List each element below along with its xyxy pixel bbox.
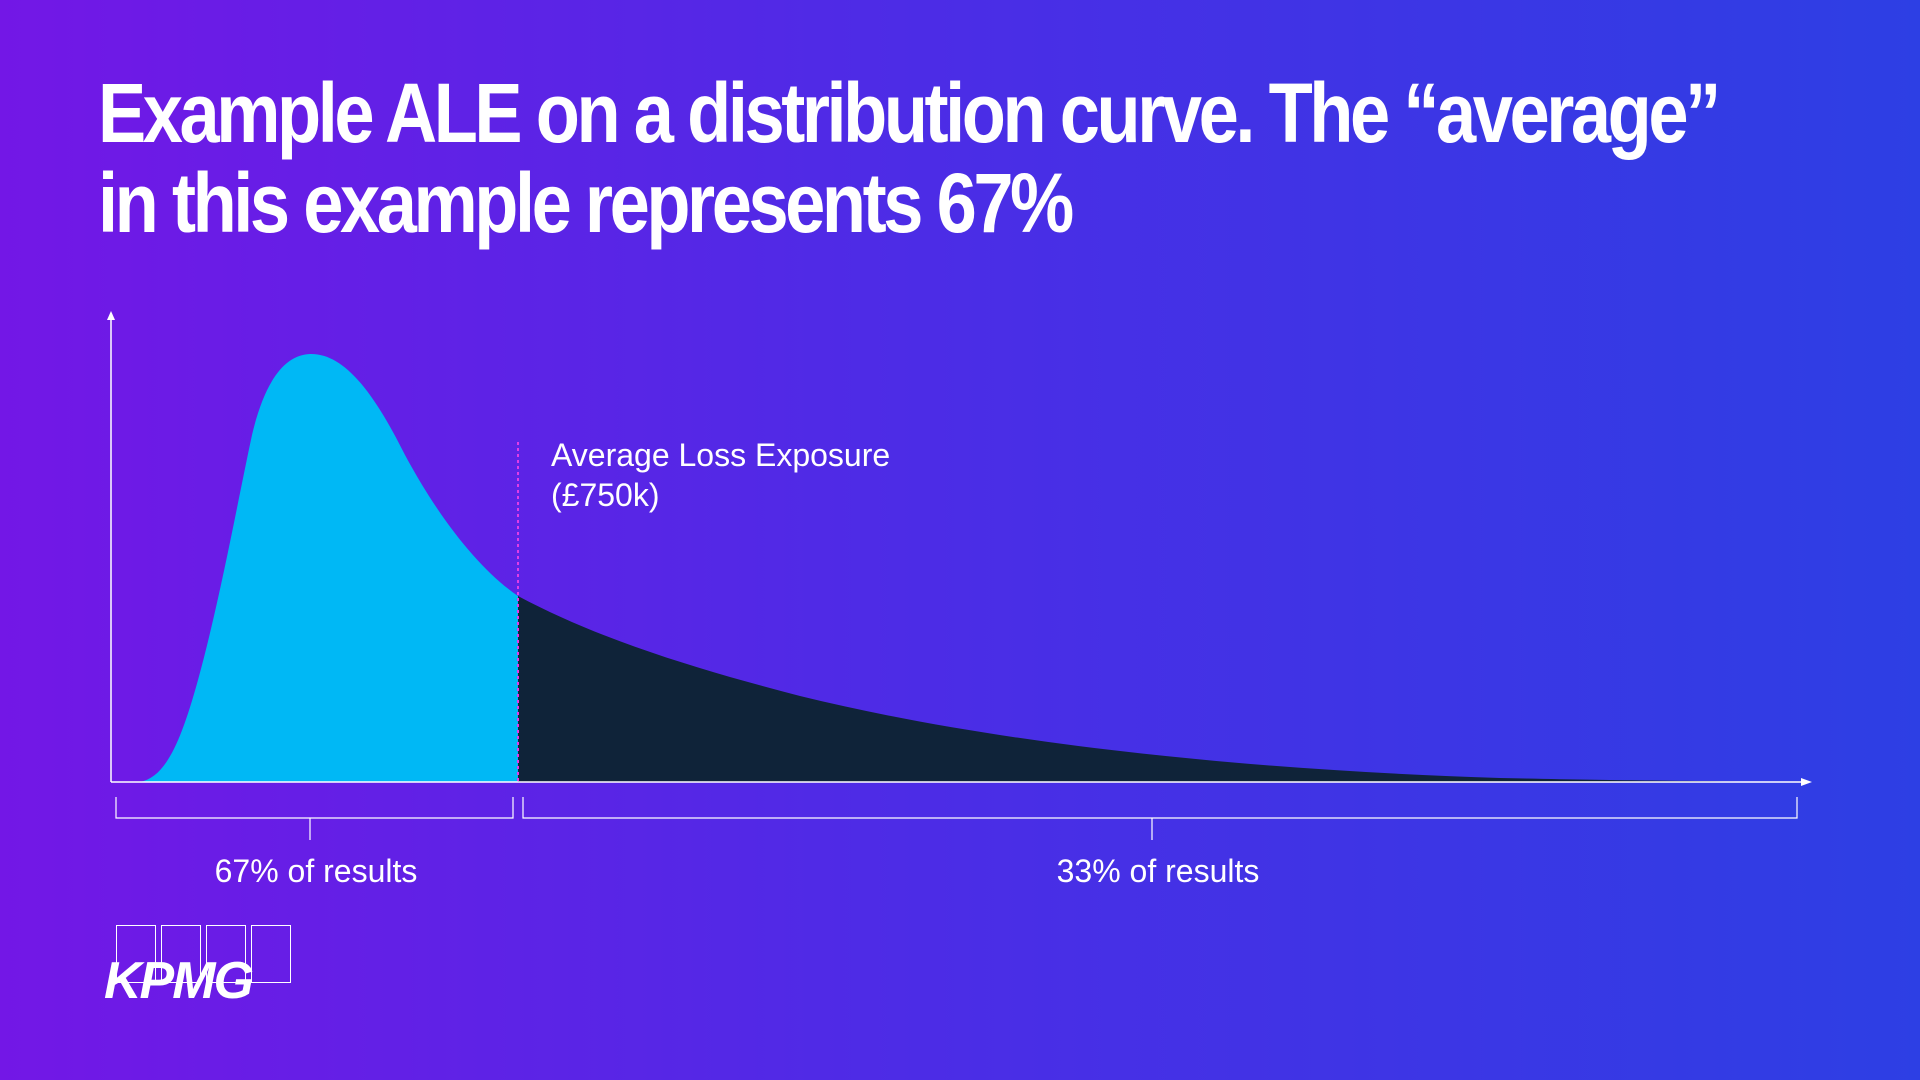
page-title: Example ALE on a distribution curve. The…	[98, 66, 1721, 250]
average-label: Average Loss Exposure	[551, 437, 890, 473]
logo-box	[251, 925, 291, 983]
x-axis-arrow-icon	[1801, 778, 1812, 786]
kpmg-logo: KPMG	[104, 925, 294, 1010]
right-bracket-label: 33% of results	[1057, 853, 1260, 889]
below-average-area	[140, 353, 518, 782]
title-line-2: in this example represents 67%	[98, 156, 1074, 250]
logo-box	[206, 925, 246, 983]
logo-box	[161, 925, 201, 983]
logo-text: KPMG	[104, 952, 254, 1010]
right-bracket	[522, 797, 1798, 840]
left-bracket-label: 67% of results	[215, 853, 418, 889]
above-average-area	[518, 596, 1765, 782]
left-bracket	[115, 797, 514, 840]
average-value: (£750k)	[551, 477, 660, 513]
title-line-1: Example ALE on a distribution curve. The…	[98, 66, 1721, 160]
y-axis-arrow-icon	[107, 311, 115, 320]
logo-box	[116, 925, 156, 983]
